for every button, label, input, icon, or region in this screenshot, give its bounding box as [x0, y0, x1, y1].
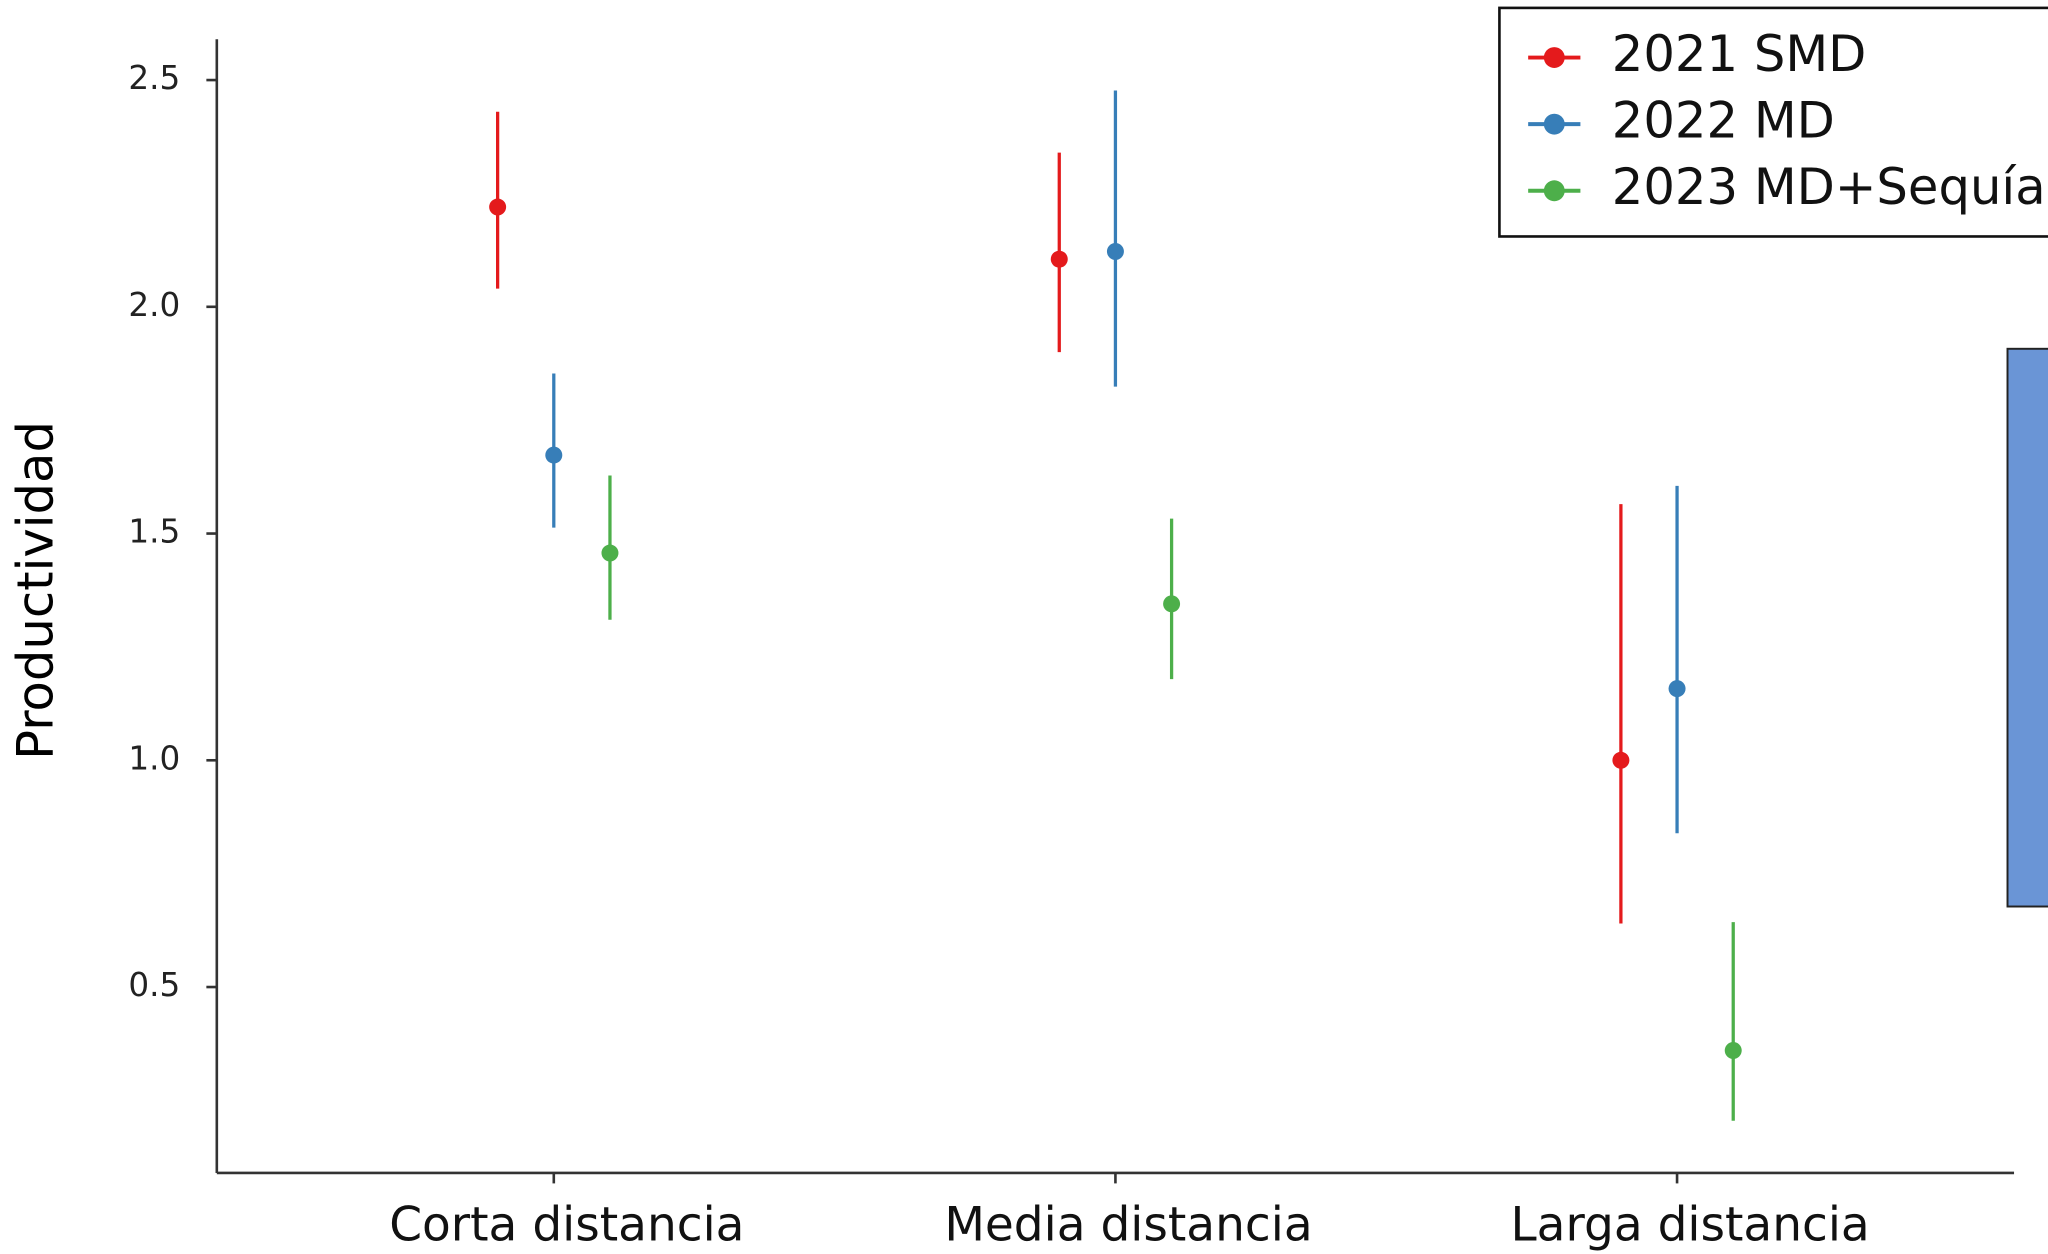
y-axis-label: Productividad	[7, 421, 65, 760]
y-tick-label: 1.5	[128, 513, 180, 551]
y-tick-label: 1.0	[128, 739, 180, 777]
x-tick-label: Larga distancia	[1510, 1197, 1869, 1252]
point	[1163, 595, 1180, 612]
point	[1107, 243, 1124, 260]
chart: Productividad 2021 SMD 2022 MD 2023 MD+Seq…	[0, 0, 2048, 1254]
legend-marker	[1544, 47, 1565, 68]
legend-label: 2021 SMD	[1612, 25, 1867, 83]
y-tick-label: 2.0	[128, 286, 180, 324]
y-tick-label: 0.5	[128, 966, 180, 1004]
point	[601, 545, 618, 562]
point	[1612, 752, 1629, 769]
y-tick-label: 2.5	[128, 59, 180, 97]
x-tick-label: Media distancia	[944, 1197, 1312, 1252]
x-tick-label: Corta distancia	[389, 1197, 744, 1252]
point	[489, 199, 506, 216]
legend-label: 2022 MD	[1612, 92, 1835, 150]
photo	[2008, 349, 2048, 907]
point	[1725, 1042, 1742, 1059]
point	[1669, 680, 1686, 697]
legend-marker	[1544, 114, 1565, 135]
legend: 2021 SMD 2022 MD 2023 MD+Sequía	[1499, 8, 2048, 237]
legend-marker	[1544, 180, 1565, 201]
point	[545, 447, 562, 464]
legend-label: 2023 MD+Sequía	[1612, 158, 2046, 216]
point	[1051, 251, 1068, 268]
